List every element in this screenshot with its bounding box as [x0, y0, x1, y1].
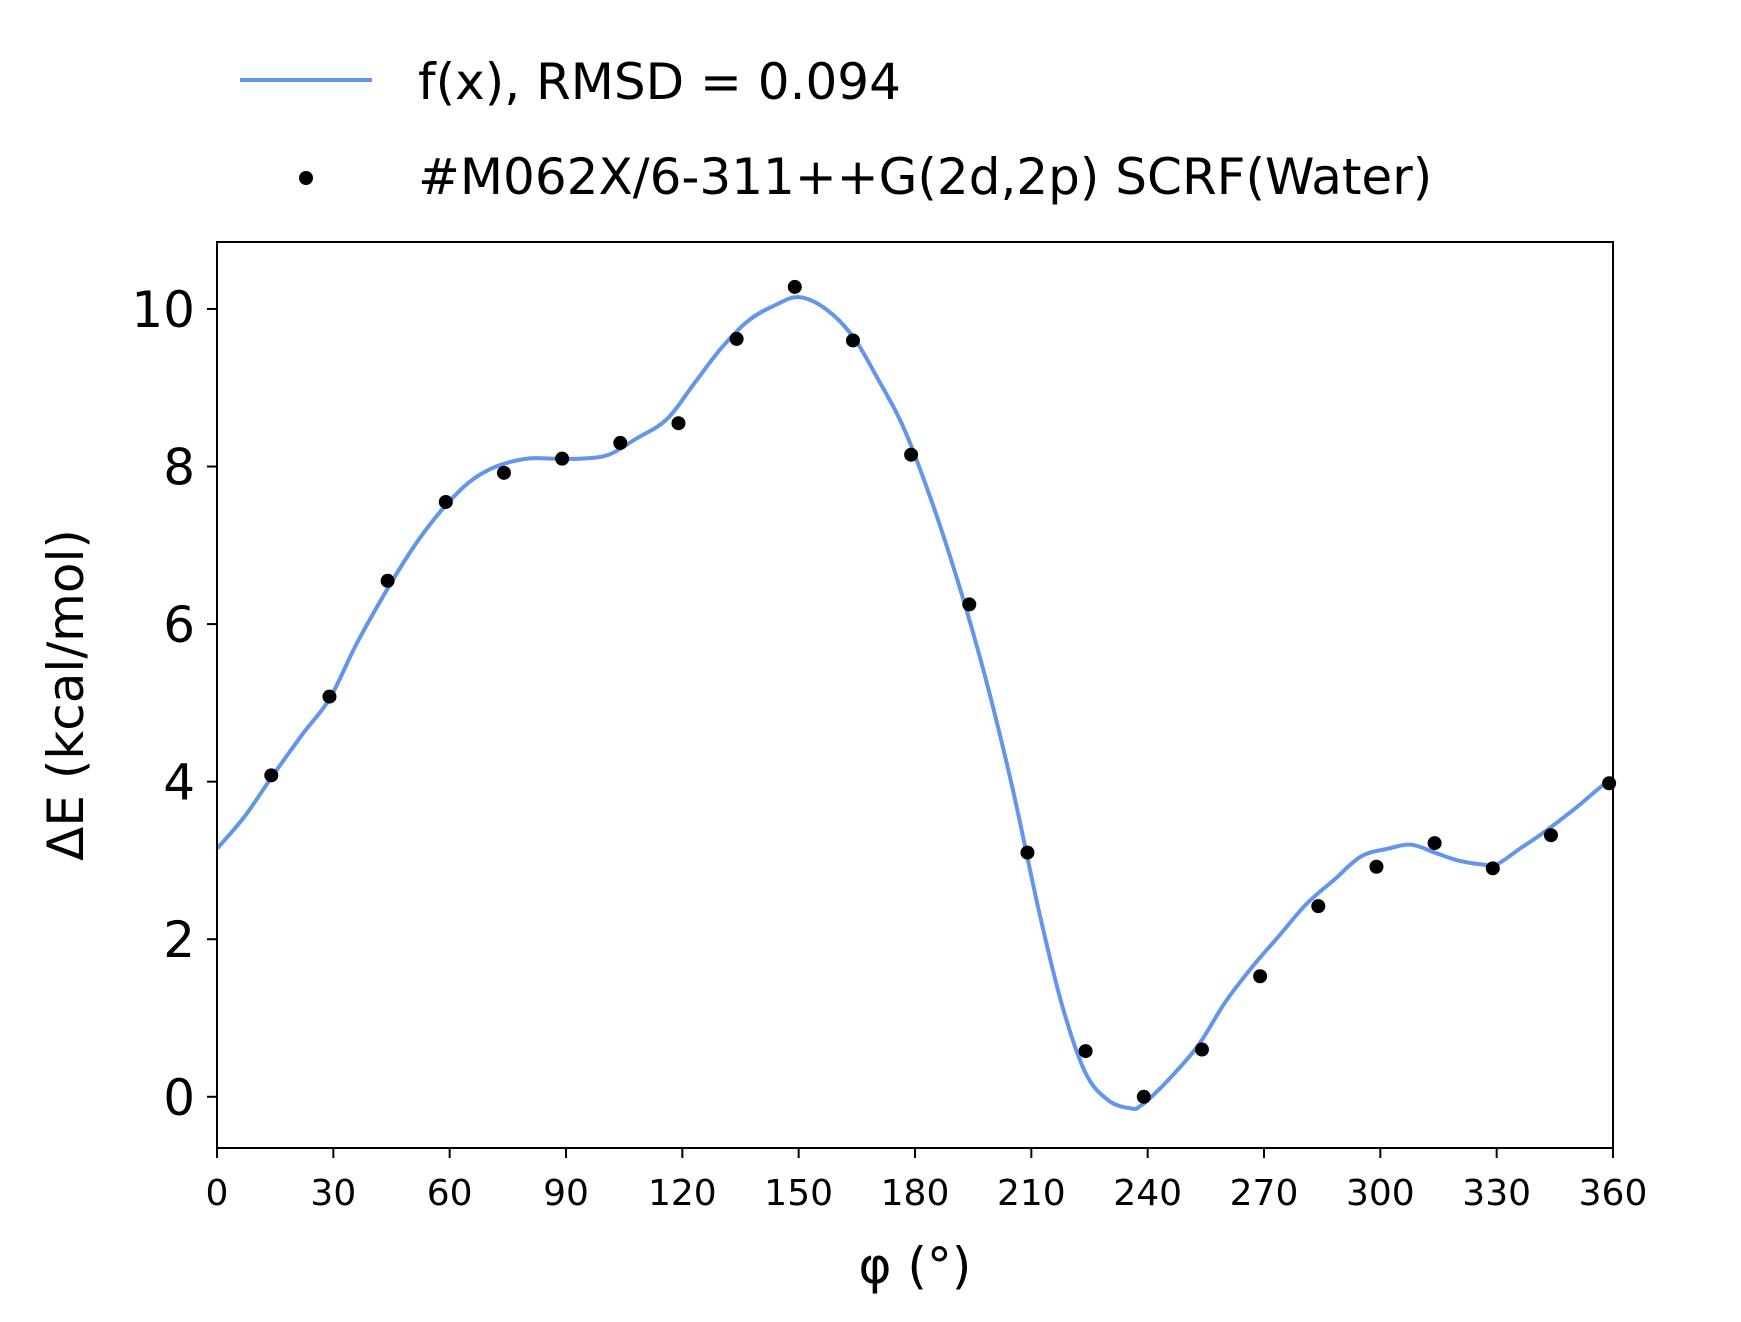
data-point	[1136, 1089, 1151, 1104]
x-tick-label: 300	[1346, 1173, 1415, 1214]
y-tick-label: 4	[163, 754, 195, 812]
data-point	[1253, 969, 1268, 984]
points-layer	[264, 279, 1617, 1104]
x-tick-label: 60	[427, 1173, 473, 1214]
y-axis: 0 2 4 6 8 10	[131, 281, 217, 1127]
y-tick-label: 10	[131, 281, 195, 339]
y-axis-label: ΔE (kcal/mol)	[37, 529, 95, 861]
x-tick-label: 210	[997, 1173, 1066, 1214]
x-axis-label: φ (°)	[859, 1237, 972, 1295]
data-point	[1543, 828, 1558, 843]
data-point	[787, 279, 802, 294]
data-point	[1311, 899, 1326, 914]
x-tick-label: 120	[648, 1173, 717, 1214]
data-point	[1020, 845, 1035, 860]
data-point	[380, 573, 395, 588]
x-tick-label: 180	[881, 1173, 950, 1214]
x-tick-label: 270	[1230, 1173, 1299, 1214]
plot-area	[216, 241, 1617, 1149]
y-tick-label: 2	[163, 911, 195, 969]
data-point	[962, 597, 977, 612]
data-point	[1078, 1044, 1093, 1059]
x-tick-label: 150	[764, 1173, 833, 1214]
data-point	[555, 451, 570, 466]
data-point	[1485, 861, 1500, 876]
legend-entry-fit: f(x), RMSD = 0.094	[418, 53, 901, 111]
data-point	[496, 465, 511, 480]
data-point	[1369, 859, 1384, 874]
x-tick-label: 360	[1579, 1173, 1648, 1214]
y-tick-label: 8	[163, 439, 195, 497]
plot-frame	[216, 241, 1614, 1149]
data-point	[438, 494, 453, 509]
data-point	[322, 689, 337, 704]
data-point	[845, 333, 860, 348]
data-point	[1194, 1042, 1209, 1057]
y-tick-label: 6	[163, 596, 195, 654]
x-axis: 0 30 60 90 120 150 180 210 240 270 300 330 360	[206, 1148, 1648, 1214]
x-tick-label: 90	[543, 1173, 589, 1214]
fit-line	[217, 295, 1613, 1111]
data-point	[264, 768, 279, 783]
y-tick-label: 0	[163, 1069, 195, 1127]
x-tick-label: 30	[310, 1173, 356, 1214]
x-tick-label: 0	[206, 1173, 229, 1214]
x-tick-label: 240	[1113, 1173, 1182, 1214]
series-layer	[217, 295, 1613, 1111]
data-point	[613, 435, 628, 450]
data-point	[671, 416, 686, 431]
data-point	[1427, 836, 1442, 851]
data-point	[729, 331, 744, 346]
x-tick-label: 330	[1462, 1173, 1531, 1214]
legend-point-swatch	[299, 171, 313, 185]
data-point	[1602, 776, 1617, 791]
data-point	[904, 447, 919, 462]
legend-entry-points: #M062X/6-311++G(2d,2p) SCRF(Water)	[418, 148, 1432, 206]
legend: f(x), RMSD = 0.094 #M062X/6-311++G(2d,2p…	[240, 53, 1432, 206]
